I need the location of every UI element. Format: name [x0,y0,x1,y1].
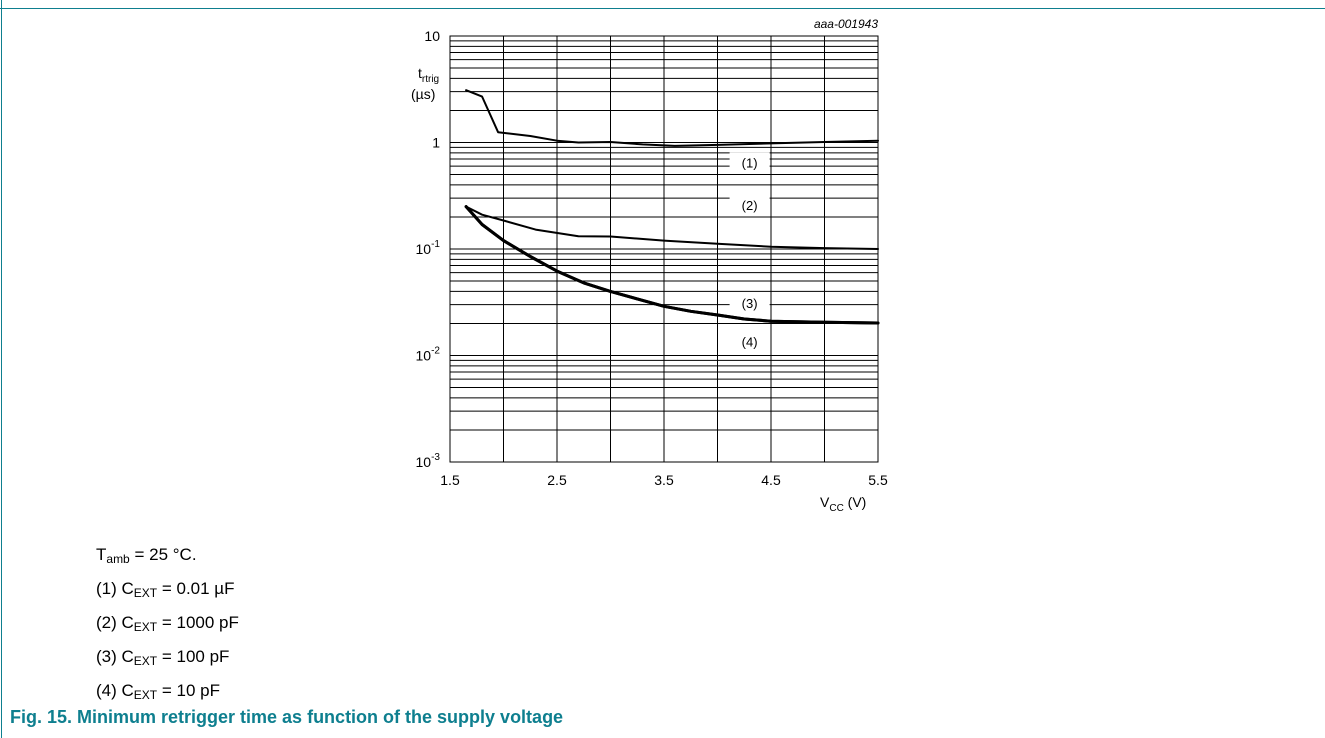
x-tick-label: 5.5 [868,472,888,488]
note-item-text: = 10 pF [157,681,220,700]
note-temperature: Tamb = 25 °C. [96,540,239,574]
series-line-3 [464,205,880,325]
note-item: (3) CEXT = 100 pF [96,642,239,676]
x-tick-label: 2.5 [547,472,567,488]
series-label-1: (1) [742,155,758,170]
tick-labels: 1.5 2.5 3.5 4.5 5.5 10-3 10-2 10-1 1 10 [416,28,888,488]
note-item-subscript: EXT [133,620,158,634]
y-axis-unit: (µs) [411,86,435,102]
series-line-4 [464,205,880,325]
x-tick-label: 3.5 [654,472,674,488]
y-axis-label-symbol: t [418,65,422,81]
note-item: (2) CEXT = 1000 pF [96,608,239,642]
note-item-subscript: EXT [133,654,158,668]
y-tick-label: 10-2 [416,346,441,364]
y-tick-label: 10-3 [416,452,441,470]
page-frame-top-border [0,8,1325,9]
y-tick-label: 10-1 [416,239,441,257]
figure-notes: Tamb = 25 °C. (1) CEXT = 0.01 µF (2) CEX… [96,540,239,710]
y-axis-label-subscript: rtrig [422,74,439,85]
series-lines [464,89,880,325]
page-frame-left-border [1,0,2,738]
note-item: (1) CEXT = 0.01 µF [96,574,239,608]
y-axis-label: trtrig [418,65,439,85]
series-label-background [729,331,770,352]
series-label-4: (4) [742,335,758,350]
figure-caption: Fig. 15. Minimum retrigger time as funct… [10,707,564,727]
figure-id-label: aaa-001943 [814,17,878,31]
note-item-prefix: (4) C [96,681,134,700]
note-temperature-symbol: T [96,545,107,564]
note-item-text: = 0.01 µF [157,579,235,598]
note-item-text: = 100 pF [157,647,230,666]
note-item-prefix: (3) C [96,647,134,666]
y-tick-label: 1 [432,135,440,151]
x-tick-label: 4.5 [761,472,781,488]
note-item-subscript: EXT [133,688,158,702]
x-axis-label-subscript: CC [829,503,843,514]
series-label-background [729,293,770,314]
x-axis-label-symbol: V [820,494,830,510]
note-item-subscript: EXT [133,586,158,600]
series-label-background [729,194,770,215]
y-tick-label: 10 [424,28,440,44]
x-axis-label: VCC (V) [820,494,866,514]
note-item: (4) CEXT = 10 pF [96,676,239,710]
retrigger-time-chart: (1) (2) (3) (4) 1.5 2.5 3.5 4.5 5.5 10-3 10-2 10-1… [411,17,888,514]
note-temperature-text: = 25 °C. [129,545,197,564]
series-labels: (1) (2) (3) (4) [729,152,770,352]
note-item-prefix: (2) C [96,613,134,632]
grid-lines [449,35,879,463]
series-line-1 [465,89,879,147]
x-axis-label-unit: (V) [844,494,867,510]
note-item-prefix: (1) C [96,579,134,598]
series-label-background [729,152,770,173]
note-item-text: = 1000 pF [157,613,239,632]
x-tick-label: 1.5 [440,472,460,488]
note-temperature-subscript: amb [106,552,130,566]
series-line-2 [465,205,879,250]
series-label-2: (2) [742,198,758,213]
series-label-3: (3) [742,296,758,311]
